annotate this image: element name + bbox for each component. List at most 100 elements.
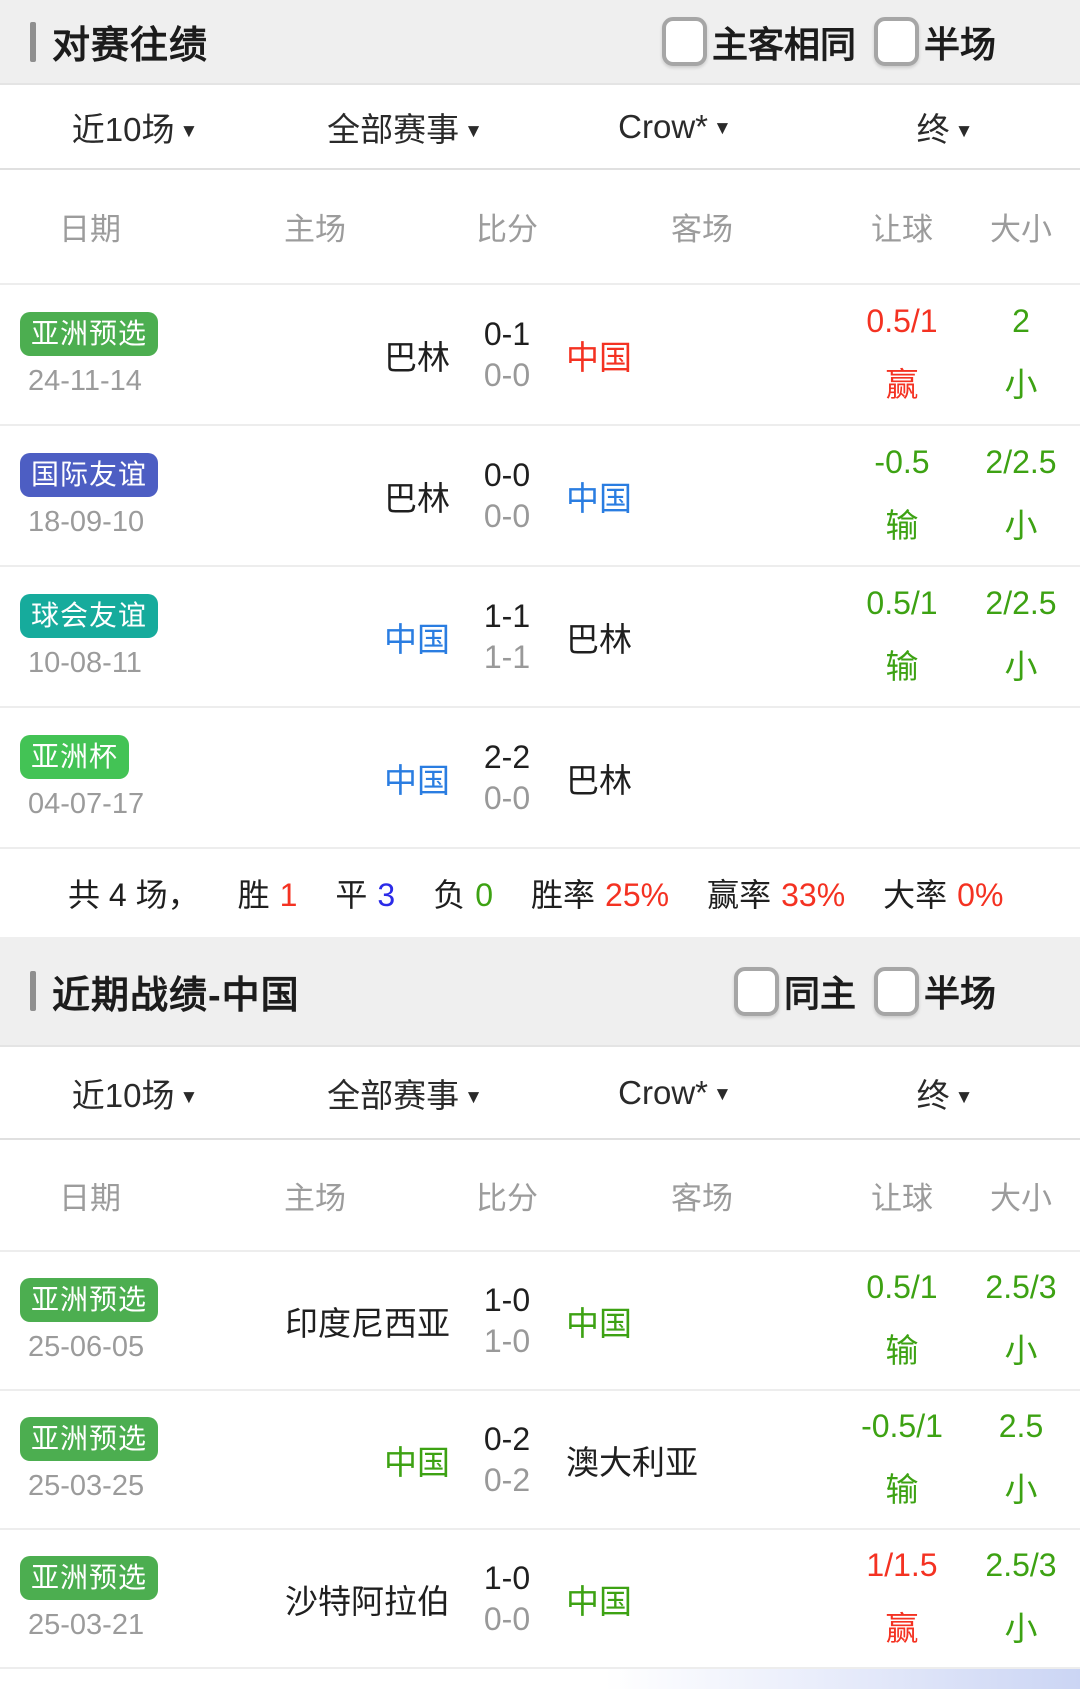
match-date: 10-08-11	[28, 646, 142, 679]
handicap-line: 0.5/1	[866, 585, 938, 621]
handicap-result: 输	[885, 1332, 919, 1369]
competition-badge: 球会友谊	[20, 593, 159, 638]
match-date: 04-07-17	[28, 787, 145, 820]
handicap-cell: 0.5/1 赢	[840, 303, 964, 406]
handicap-cell: -0.5 输	[840, 444, 964, 547]
handicap-cell: 0.5/1 输	[840, 1269, 964, 1372]
over-under-line: 2	[1012, 303, 1030, 339]
half-time-option: 半场	[873, 965, 996, 1017]
competition-badge: 亚洲杯	[20, 734, 130, 779]
fulltime-score: 2-2	[483, 738, 531, 775]
handicap-line: 0.5/1	[866, 1269, 938, 1305]
summary-losses-value: 0	[475, 877, 494, 913]
fulltime-score: 0-0	[483, 456, 531, 493]
checkbox-half-time-label: 半场	[923, 973, 996, 1014]
summary-over-rate: 大率 0%	[883, 870, 1003, 916]
caret-down-icon: ▼	[464, 1086, 483, 1108]
home-team: 巴林	[384, 479, 450, 517]
handicap-line: -0.5/1	[861, 1408, 943, 1444]
summary-wins-value: 1	[279, 877, 298, 913]
checkbox-same-home-label: 同主	[783, 973, 856, 1014]
recent-filter-row: 近10场 ▼ 全部赛事 ▼ Crow* ▼ 终 ▼	[0, 1047, 1080, 1140]
match-date: 25-03-25	[28, 1469, 145, 1502]
summary-total: 共 4 场，	[68, 877, 200, 913]
checkbox-half-time[interactable]	[873, 966, 919, 1016]
over-under-cell: 2.5 小	[964, 1408, 1078, 1511]
fulltime-score: 1-0	[483, 1281, 531, 1318]
over-under-result: 小	[1004, 507, 1038, 544]
competition-badge: 亚洲预选	[20, 1416, 159, 1461]
handicap-cell: 0.5/1 输	[840, 585, 964, 688]
over-under-line: 2/2.5	[985, 585, 1057, 621]
filter-odds-stage[interactable]: 终 ▼	[810, 1069, 1080, 1117]
checkbox-half-time[interactable]	[873, 17, 919, 66]
filter-recent-range[interactable]: 近10场 ▼	[0, 103, 270, 151]
over-under-result: 小	[1004, 366, 1038, 403]
match-row[interactable]: 球会友谊 10-08-11 中国 1-1 1-1 巴林 0.5/1 输 2/2.…	[0, 567, 1080, 708]
col-header-score: 比分	[476, 212, 538, 247]
away-team: 巴林	[566, 761, 632, 799]
match-row[interactable]: 亚洲预选 25-06-05 印度尼西亚 1-0 1-0 中国 0.5/1 输 2…	[0, 1252, 1080, 1391]
h2h-filter-row: 近10场 ▼ 全部赛事 ▼ Crow* ▼ 终 ▼	[0, 85, 1080, 170]
col-header-handicap: 让球	[871, 1180, 933, 1216]
away-team: 中国	[566, 338, 632, 376]
match-date-cell: 国际友谊 18-09-10	[0, 452, 230, 539]
match-date: 18-09-10	[28, 505, 145, 538]
col-header-away: 客场	[671, 212, 733, 247]
summary-wins-label: 胜	[237, 877, 270, 913]
recent-section-header: 近期战绩-中国 同主 半场	[0, 937, 1080, 1047]
match-date: 25-06-05	[28, 1330, 145, 1363]
fulltime-score: 0-1	[483, 315, 531, 352]
summary-win-rate: 胜率 25%	[531, 870, 669, 916]
competition-badge: 亚洲预选	[20, 1555, 159, 1600]
match-row[interactable]: 亚洲预选 25-03-25 中国 0-2 0-2 澳大利亚 -0.5/1 输 2…	[0, 1391, 1080, 1530]
match-date-cell: 亚洲杯 04-07-17	[0, 734, 230, 821]
handicap-result: 输	[885, 1471, 919, 1508]
filter-bookmaker[interactable]: Crow* ▼	[540, 1074, 810, 1112]
checkbox-same-home[interactable]	[733, 966, 779, 1016]
caret-down-icon: ▼	[713, 117, 732, 139]
match-row[interactable]: 亚洲预选 25-03-21 沙特阿拉伯 1-0 0-0 中国 1/1.5 赢 2…	[0, 1530, 1080, 1669]
checkbox-half-time-label: 半场	[923, 23, 996, 65]
filter-bookmaker[interactable]: Crow* ▼	[540, 108, 810, 146]
h2h-section: 对赛往绩 主客相同 半场 近10场 ▼ 全部赛事 ▼ Crow* ▼ 终 ▼ 日期 主场…	[0, 0, 1080, 916]
halftime-score: 0-0	[483, 497, 531, 534]
fulltime-score: 1-1	[483, 597, 531, 634]
over-under-line: 2.5	[998, 1408, 1044, 1444]
summary-over-rate-label: 大率	[883, 877, 948, 913]
match-date-cell: 亚洲预选 25-03-25	[0, 1416, 230, 1503]
next-section-peek-gradient	[0, 1669, 1080, 1689]
checkbox-same-home-away[interactable]	[661, 17, 707, 66]
filter-competition[interactable]: 全部赛事 ▼	[270, 1069, 540, 1117]
col-header-date: 日期	[59, 1180, 121, 1216]
home-team: 中国	[384, 1443, 450, 1481]
score-cell: 0-0 0-0	[450, 457, 564, 535]
filter-competition[interactable]: 全部赛事 ▼	[270, 103, 540, 151]
col-header-handicap: 让球	[871, 212, 933, 247]
home-team: 巴林	[384, 338, 450, 376]
match-row[interactable]: 国际友谊 18-09-10 巴林 0-0 0-0 中国 -0.5 输 2/2.5…	[0, 426, 1080, 567]
handicap-line: 0.5/1	[866, 303, 938, 339]
filter-competition-label: 全部赛事	[327, 110, 460, 148]
same-home-away-option: 主客相同	[661, 16, 856, 68]
over-under-line: 2.5/3	[985, 1547, 1057, 1583]
caret-down-icon: ▼	[954, 1086, 974, 1108]
filter-recent-range[interactable]: 近10场 ▼	[0, 1069, 270, 1117]
over-under-cell: 2/2.5 小	[964, 585, 1078, 688]
away-team: 巴林	[566, 620, 632, 658]
score-cell: 1-1 1-1	[450, 598, 564, 676]
away-team: 中国	[566, 1304, 632, 1342]
halftime-score: 0-0	[483, 779, 531, 816]
checkbox-same-home-away-label: 主客相同	[711, 23, 856, 65]
match-row[interactable]: 亚洲预选 24-11-14 巴林 0-1 0-0 中国 0.5/1 赢 2 小	[0, 285, 1080, 426]
home-team: 中国	[384, 620, 450, 658]
filter-odds-stage[interactable]: 终 ▼	[810, 103, 1080, 151]
match-row[interactable]: 亚洲杯 04-07-17 中国 2-2 0-0 巴林	[0, 708, 1080, 849]
summary-handicap-rate-label: 赢率	[707, 877, 772, 913]
filter-bookmaker-label: Crow*	[618, 107, 709, 145]
over-under-cell: 2.5/3 小	[964, 1547, 1078, 1650]
halftime-score: 1-1	[483, 638, 531, 675]
